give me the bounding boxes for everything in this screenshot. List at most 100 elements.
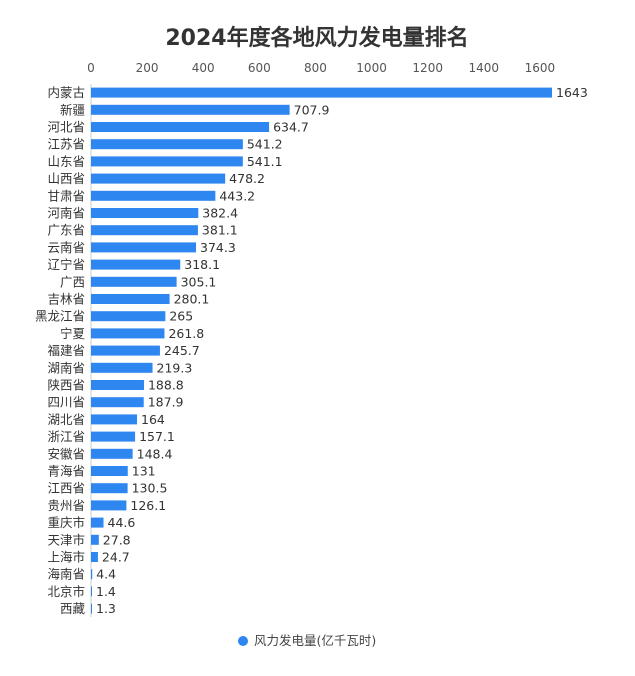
category-label: 山东省: [47, 154, 85, 169]
bar-value-label: 478.2: [229, 171, 265, 186]
bar-value-label: 382.4: [202, 206, 238, 221]
bar[interactable]: [91, 380, 144, 390]
bar-value-label: 305.1: [181, 274, 217, 289]
bar[interactable]: [91, 569, 93, 580]
bar[interactable]: [91, 104, 290, 115]
category-label: 安徽省: [47, 446, 85, 461]
bar[interactable]: [91, 552, 98, 562]
category-label: 重庆市: [47, 515, 85, 530]
bar[interactable]: [91, 156, 243, 167]
category-label: 贵州省: [47, 498, 85, 513]
bar[interactable]: [91, 517, 104, 528]
category-label: 湖南省: [47, 360, 85, 375]
x-tick-label: 200: [136, 61, 159, 75]
category-label: 云南省: [47, 240, 85, 255]
bar[interactable]: [91, 259, 181, 270]
bar[interactable]: [91, 173, 226, 184]
category-label: 内蒙古: [47, 85, 85, 100]
bar-value-label: 157.1: [139, 429, 175, 444]
category-label: 甘肃省: [47, 188, 85, 203]
bar[interactable]: [91, 586, 92, 597]
bar-value-label: 27.8: [103, 532, 131, 547]
bar-value-label: 219.3: [157, 360, 193, 375]
bar-value-label: 541.1: [247, 154, 283, 169]
bar-value-label: 148.4: [137, 446, 173, 461]
bar-value-label: 44.6: [108, 515, 136, 530]
bar[interactable]: [91, 276, 177, 287]
x-tick-label: 800: [304, 61, 327, 75]
x-tick-label: 1000: [356, 61, 387, 75]
bar[interactable]: [91, 294, 170, 304]
category-label: 山西省: [47, 171, 85, 186]
category-label: 广东省: [47, 223, 85, 238]
category-label: 陕西省: [47, 378, 85, 393]
category-label: 北京市: [47, 584, 85, 599]
bar-series: 内蒙古 1643 新疆 707.9 河北省 634.7 江苏省 541.2 山东省 541.1 山西…: [35, 85, 588, 616]
category-label: 天津市: [47, 532, 85, 547]
x-tick-label: 0: [87, 61, 95, 75]
bar-value-label: 187.9: [148, 395, 184, 410]
category-label: 青海省: [47, 464, 85, 479]
x-tick-label: 1200: [412, 61, 443, 75]
category-label: 河南省: [47, 206, 85, 221]
bar[interactable]: [91, 208, 199, 218]
bar-value-label: 1.4: [96, 584, 116, 599]
category-label: 吉林省: [47, 292, 85, 307]
x-axis: 0 200 400 600 800 1000 1200 1400 1600: [87, 61, 555, 75]
x-tick-label: 1400: [469, 61, 500, 75]
legend-marker: [238, 636, 248, 646]
bar-value-label: 280.1: [174, 292, 210, 307]
bar[interactable]: [91, 87, 552, 98]
bar[interactable]: [91, 483, 128, 494]
category-label: 福建省: [47, 343, 85, 358]
bar-value-label: 318.1: [184, 257, 220, 272]
bar-value-label: 265: [169, 309, 193, 324]
bar[interactable]: [91, 190, 216, 201]
bar-value-label: 4.4: [96, 567, 116, 582]
bar[interactable]: [91, 242, 197, 253]
bar[interactable]: [91, 345, 160, 356]
x-tick-label: 600: [248, 61, 271, 75]
bar-value-label: 164: [141, 412, 165, 427]
bar[interactable]: [91, 500, 127, 511]
bar-value-label: 707.9: [294, 102, 330, 117]
bar-value-label: 126.1: [130, 498, 166, 513]
category-label: 湖北省: [47, 412, 85, 427]
bar-value-label: 1643: [556, 85, 588, 100]
bar[interactable]: [91, 466, 128, 476]
legend[interactable]: 风力发电量(亿千瓦时): [238, 633, 376, 648]
bar[interactable]: [91, 534, 99, 545]
bar-value-label: 541.2: [247, 137, 283, 152]
bar-value-label: 24.7: [102, 550, 130, 565]
bar[interactable]: [91, 328, 165, 339]
category-label: 浙江省: [47, 429, 85, 444]
category-label: 辽宁省: [47, 257, 85, 272]
bar[interactable]: [91, 431, 136, 442]
bar[interactable]: [91, 603, 92, 614]
category-label: 江西省: [47, 481, 85, 496]
category-label: 江苏省: [47, 137, 85, 152]
category-label: 广西: [60, 274, 85, 289]
bar[interactable]: [91, 414, 138, 425]
bar-value-label: 261.8: [168, 326, 204, 341]
x-tick-label: 1600: [525, 61, 556, 75]
bar[interactable]: [91, 139, 243, 150]
chart-title: 2024年度各地风力发电量排名: [165, 25, 468, 51]
category-label: 新疆: [60, 102, 85, 117]
category-label: 黑龙江省: [35, 309, 85, 324]
bar-value-label: 634.7: [273, 120, 309, 135]
bar[interactable]: [91, 448, 133, 459]
bar-value-label: 188.8: [148, 378, 184, 393]
bar-value-label: 1.3: [96, 601, 116, 616]
bar-value-label: 381.1: [202, 223, 238, 238]
bar-value-label: 130.5: [132, 481, 168, 496]
bar-value-label: 443.2: [219, 188, 255, 203]
bar[interactable]: [91, 122, 270, 132]
bar[interactable]: [91, 225, 198, 236]
bar[interactable]: [91, 311, 166, 322]
category-label: 海南省: [47, 567, 85, 582]
category-label: 四川省: [47, 395, 85, 410]
bar[interactable]: [91, 362, 153, 373]
bar[interactable]: [91, 397, 144, 408]
